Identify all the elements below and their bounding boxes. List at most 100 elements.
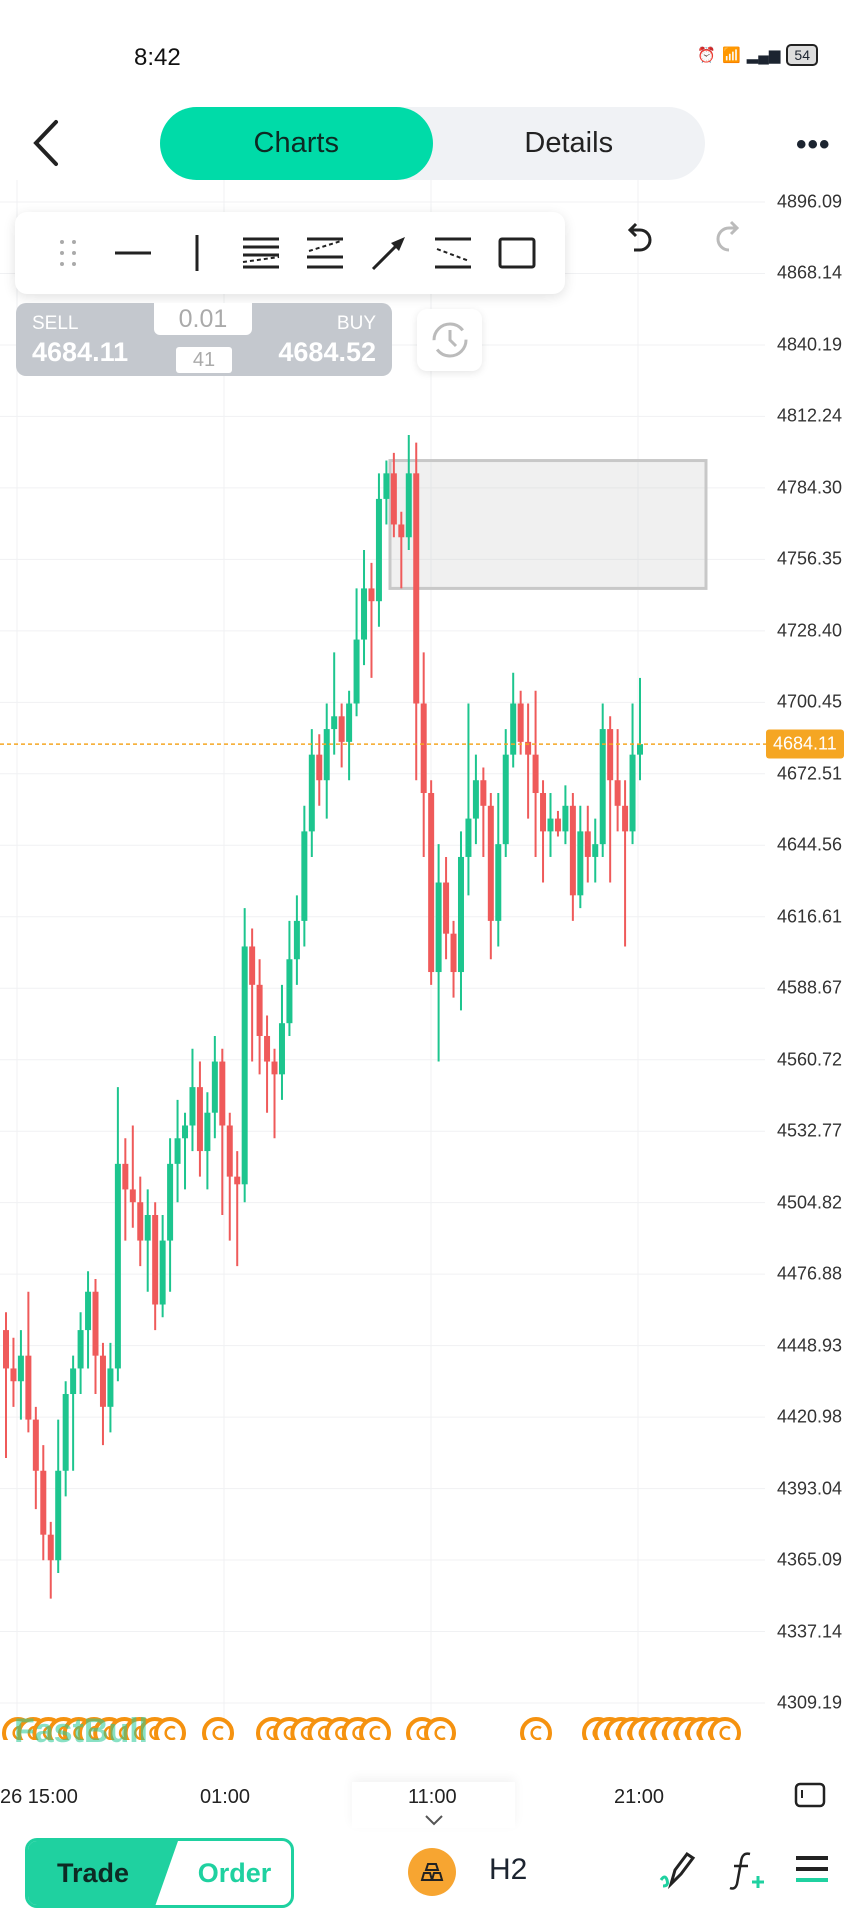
tab-charts[interactable]: Charts xyxy=(160,107,433,180)
view-tabs: Charts Details xyxy=(160,107,705,180)
candle-body xyxy=(204,1112,211,1152)
event-c-glyph xyxy=(283,1725,295,1740)
candle-body xyxy=(502,754,509,845)
candle-body xyxy=(465,818,472,857)
event-circle xyxy=(520,1717,552,1740)
price-tick-label: 4672.51 xyxy=(777,763,843,784)
menu-icon[interactable] xyxy=(796,1856,828,1892)
candle-body xyxy=(361,588,368,640)
alarm-icon: ⏰ xyxy=(697,47,717,64)
current-price-tag: 4684.11 xyxy=(766,729,844,759)
price-tick-label: 4756.35 xyxy=(777,548,843,569)
candle-body xyxy=(25,1355,32,1420)
candle-body xyxy=(532,754,539,794)
price-tick-label: 4644.56 xyxy=(777,834,843,855)
candle-body xyxy=(167,1163,174,1241)
draw-pen-icon[interactable] xyxy=(655,1850,699,1898)
candle-body xyxy=(450,933,457,973)
candle-body xyxy=(547,818,554,832)
chevron-down-icon xyxy=(425,1815,443,1826)
sell-label[interactable]: SELL xyxy=(32,313,79,334)
candle-body xyxy=(122,1163,129,1190)
economic-event-icon xyxy=(424,1717,456,1740)
economic-event-icon xyxy=(359,1717,391,1740)
event-c-glyph xyxy=(300,1725,313,1740)
fib-lines-icon[interactable] xyxy=(421,223,485,283)
lot-size-input[interactable]: 0.01 xyxy=(154,303,252,335)
clock-refresh-icon xyxy=(432,322,467,358)
candle-body xyxy=(189,1087,196,1126)
price-tick-label: 4728.40 xyxy=(777,620,843,641)
gold-symbol-icon[interactable] xyxy=(408,1848,456,1896)
history-clock-button[interactable] xyxy=(417,309,482,371)
candle-body xyxy=(622,805,629,832)
more-icon[interactable]: ••• xyxy=(796,128,831,161)
back-button[interactable] xyxy=(28,118,68,168)
arrow-icon[interactable] xyxy=(357,223,421,283)
candle-body xyxy=(375,498,382,602)
candle-body xyxy=(62,1394,69,1471)
vertical-line-icon[interactable] xyxy=(165,223,229,283)
price-tick-label: 4420.98 xyxy=(777,1406,843,1427)
candle-body xyxy=(77,1330,84,1369)
candle-body xyxy=(331,716,338,730)
horizontal-line-icon[interactable] xyxy=(101,223,165,283)
signal-icon: ▂▄▆ xyxy=(746,47,781,64)
price-tick-label: 4448.93 xyxy=(777,1335,843,1356)
candle-body xyxy=(129,1189,136,1203)
candle-body xyxy=(390,473,397,525)
economic-event-icon xyxy=(202,1717,234,1740)
candle-body xyxy=(405,473,412,538)
candle-body xyxy=(137,1202,144,1241)
candle-body xyxy=(480,780,487,806)
buy-label[interactable]: BUY xyxy=(336,313,376,334)
candle-body xyxy=(353,639,360,704)
rectangle-icon[interactable] xyxy=(485,223,549,283)
parallel-channel-icon[interactable] xyxy=(229,223,293,283)
price-tick-label: 4476.88 xyxy=(777,1263,843,1284)
candle-body xyxy=(637,744,643,755)
candle-body xyxy=(398,524,405,538)
candle-body xyxy=(99,1355,106,1407)
fullscreen-icon[interactable] xyxy=(794,1782,826,1813)
trade-button[interactable]: Trade xyxy=(28,1841,178,1905)
candle-body xyxy=(554,818,561,832)
timeframe-selector[interactable]: H2 xyxy=(489,1853,528,1886)
event-c-glyph xyxy=(530,1725,542,1740)
candle-body xyxy=(540,793,547,832)
collapse-panel-handle[interactable] xyxy=(352,1782,515,1828)
status-time: 8:42 xyxy=(134,44,181,71)
price-tick-label: 4784.30 xyxy=(777,477,843,498)
candle-body xyxy=(577,831,584,896)
candle-body xyxy=(256,984,263,1036)
drag-handle-icon[interactable] xyxy=(37,223,101,283)
candle-body xyxy=(443,882,450,934)
economic-event-icon xyxy=(520,1717,552,1740)
candle-body xyxy=(278,1023,285,1075)
tab-details[interactable]: Details xyxy=(524,127,614,159)
candle-body xyxy=(517,703,524,742)
candle-body xyxy=(211,1061,218,1113)
battery-icon: 54 xyxy=(786,44,818,66)
time-tick-label: 11:00 xyxy=(408,1786,457,1808)
sell-price[interactable]: 4684.11 xyxy=(32,337,129,367)
price-tick-label: 4337.14 xyxy=(777,1621,843,1642)
order-button[interactable]: Order xyxy=(197,1857,272,1888)
candle-body xyxy=(510,703,517,755)
candle-body xyxy=(293,920,300,960)
candle-body xyxy=(107,1368,114,1407)
candle-body xyxy=(55,1470,62,1561)
buy-price[interactable]: 4684.52 xyxy=(278,337,376,367)
candlestick-chart[interactable] xyxy=(0,180,864,1740)
redo-icon[interactable] xyxy=(705,216,745,261)
indicator-icon[interactable] xyxy=(726,1850,766,1900)
trend-channel-icon[interactable] xyxy=(293,223,357,283)
event-circle xyxy=(154,1717,186,1740)
candle-body xyxy=(487,805,494,921)
price-tick-label: 4504.82 xyxy=(777,1192,843,1213)
event-c-glyph xyxy=(369,1725,381,1740)
trade-order-toggle: Trade Order xyxy=(25,1838,294,1908)
price-tick-label: 4393.04 xyxy=(777,1478,843,1499)
candle-body xyxy=(92,1291,99,1356)
undo-icon[interactable] xyxy=(622,216,662,261)
